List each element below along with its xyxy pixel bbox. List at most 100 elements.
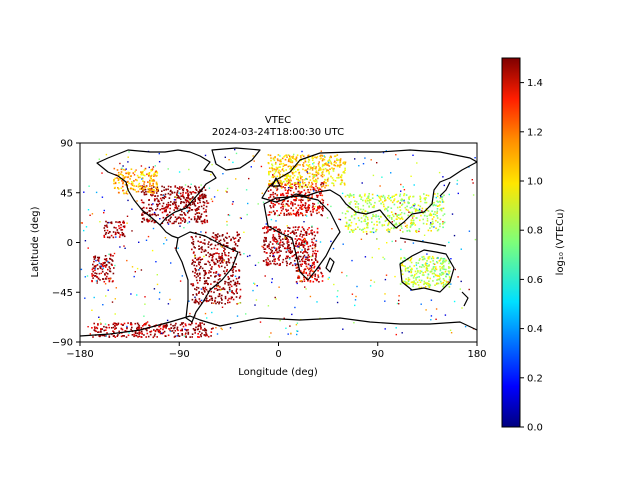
vtec-point — [95, 330, 97, 333]
vtec-point — [287, 245, 289, 248]
vtec-point — [191, 248, 193, 251]
vtec-point — [278, 166, 280, 168]
x-tick-label: −90 — [169, 349, 190, 360]
vtec-point — [304, 268, 307, 270]
vtec-point — [136, 322, 139, 325]
vtec-point — [118, 330, 120, 333]
vtec-point — [155, 209, 157, 211]
vtec-point — [301, 239, 303, 242]
vtec-point — [207, 290, 209, 293]
vtec-point — [280, 181, 283, 183]
vtec-point — [158, 325, 160, 328]
vtec-point — [305, 215, 308, 217]
vtec-point — [86, 275, 89, 277]
vtec-point — [149, 333, 152, 336]
vtec-point — [308, 207, 310, 210]
vtec-point — [446, 273, 448, 275]
vtec-point — [238, 251, 241, 254]
coastline-central-america — [159, 224, 179, 239]
vtec-point — [419, 198, 422, 200]
vtec-point — [308, 268, 310, 271]
vtec-point — [184, 184, 187, 186]
vtec-point — [254, 283, 256, 285]
vtec-point — [121, 229, 124, 231]
vtec-point — [443, 259, 445, 262]
vtec-point — [123, 322, 126, 325]
vtec-point — [317, 274, 319, 277]
vtec-point — [304, 214, 307, 216]
vtec-point — [200, 335, 202, 338]
vtec-point — [113, 167, 116, 170]
vtec-point — [305, 234, 308, 236]
vtec-point — [312, 205, 314, 207]
vtec-point — [273, 238, 276, 240]
vtec-point — [403, 200, 405, 202]
vtec-point — [140, 188, 143, 190]
vtec-point — [302, 199, 304, 201]
vtec-point — [295, 170, 297, 173]
vtec-point — [295, 214, 297, 217]
vtec-point — [292, 212, 295, 215]
vtec-point — [87, 209, 90, 211]
vtec-point — [286, 210, 288, 212]
vtec-point — [447, 273, 450, 276]
vtec-point — [227, 261, 230, 263]
vtec-point — [226, 245, 229, 247]
vtec-point — [137, 190, 140, 193]
vtec-point — [464, 325, 467, 328]
vtec-point — [206, 334, 208, 337]
vtec-point — [281, 244, 283, 246]
vtec-point — [339, 176, 342, 178]
vtec-point — [297, 257, 299, 259]
vtec-point — [423, 214, 426, 217]
vtec-point — [232, 279, 235, 282]
vtec-point — [217, 233, 219, 235]
vtec-point — [425, 194, 428, 196]
vtec-point — [158, 329, 160, 332]
vtec-point — [127, 334, 130, 337]
vtec-point — [216, 301, 219, 303]
vtec-point — [215, 271, 218, 273]
vtec-point — [205, 205, 208, 208]
vtec-point — [371, 193, 374, 196]
vtec-point — [380, 202, 382, 205]
vtec-point — [215, 252, 217, 255]
vtec-point — [125, 336, 128, 338]
vtec-point — [344, 167, 346, 170]
vtec-point — [344, 216, 347, 219]
vtec-point — [273, 247, 276, 249]
vtec-point — [436, 205, 439, 207]
vtec-point — [99, 267, 102, 269]
vtec-point — [433, 226, 435, 228]
vtec-point — [344, 169, 346, 171]
vtec-point — [407, 279, 410, 281]
vtec-point — [235, 290, 238, 293]
vtec-point — [193, 218, 196, 221]
vtec-point — [431, 225, 433, 228]
vtec-point — [302, 155, 305, 158]
vtec-point — [308, 227, 310, 229]
vtec-point — [116, 324, 118, 326]
vtec-point — [366, 197, 368, 200]
vtec-point — [111, 301, 114, 303]
vtec-point — [174, 324, 176, 327]
vtec-point — [299, 204, 302, 207]
vtec-point — [391, 221, 393, 223]
vtec-point — [343, 161, 345, 163]
vtec-point — [325, 184, 327, 187]
vtec-point — [373, 231, 375, 234]
vtec-point — [295, 183, 297, 185]
vtec-point — [219, 239, 222, 242]
vtec-point — [235, 152, 238, 155]
vtec-point — [304, 169, 306, 172]
vtec-point — [199, 215, 202, 218]
vtec-point — [178, 196, 180, 198]
vtec-point — [196, 286, 198, 289]
vtec-point — [143, 324, 145, 326]
vtec-point — [97, 256, 99, 259]
vtec-point — [364, 199, 367, 202]
vtec-point — [201, 220, 203, 223]
vtec-point — [195, 294, 198, 296]
vtec-point — [191, 336, 193, 338]
